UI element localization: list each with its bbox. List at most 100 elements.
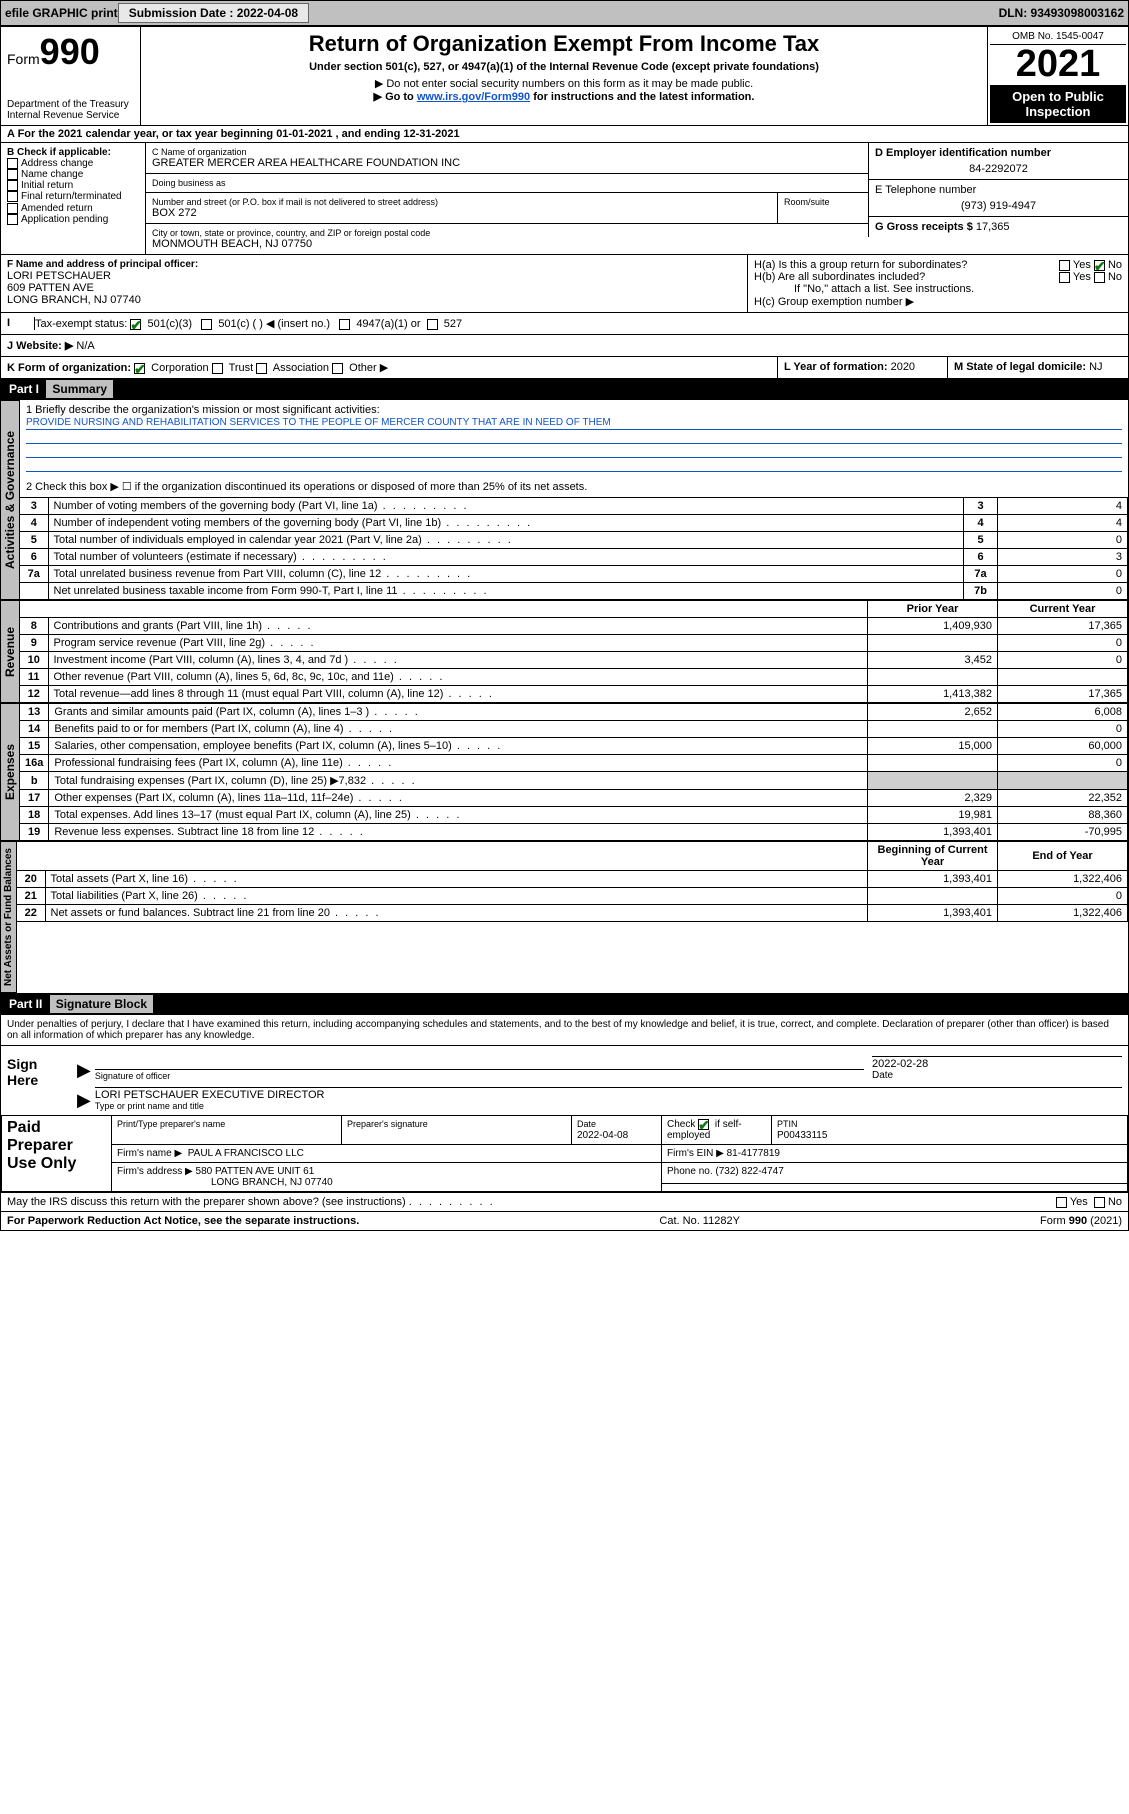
ck-final-return[interactable]: Final return/terminated bbox=[21, 192, 122, 203]
city-label: City or town, state or province, country… bbox=[152, 228, 862, 238]
section-b: B Check if applicable: Address change Na… bbox=[1, 143, 146, 254]
section-i: I Tax-exempt status: 501(c)(3) 501(c) ( … bbox=[1, 312, 1128, 334]
table-row: Net unrelated business taxable income fr… bbox=[20, 583, 1128, 600]
signature-line[interactable]: Signature of officer bbox=[95, 1069, 864, 1081]
hb-no[interactable]: No bbox=[1108, 271, 1122, 283]
discuss-yes[interactable]: Yes bbox=[1070, 1196, 1088, 1208]
opt-assoc[interactable]: Association bbox=[273, 362, 329, 374]
prep-ptin-col: PTIN P00433115 bbox=[772, 1116, 1128, 1145]
c-name-label: C Name of organization bbox=[152, 147, 862, 157]
open-to-public: Open to Public Inspection bbox=[990, 85, 1126, 123]
firm-addr-cell: Firm's address ▶ 580 PATTEN AVE UNIT 61 … bbox=[112, 1163, 662, 1192]
discuss-question: May the IRS discuss this return with the… bbox=[7, 1196, 406, 1208]
ck-corp[interactable] bbox=[134, 363, 145, 374]
table-row: 8 Contributions and grants (Part VIII, l… bbox=[20, 618, 1128, 635]
table-row: 15 Salaries, other compensation, employe… bbox=[20, 738, 1128, 755]
sign-here-label: Sign Here bbox=[1, 1046, 71, 1115]
side-expenses: Expenses bbox=[1, 703, 20, 841]
ck-amended[interactable]: Amended return bbox=[21, 203, 93, 214]
ck-self-employed[interactable] bbox=[698, 1119, 709, 1130]
page-footer: For Paperwork Reduction Act Notice, see … bbox=[1, 1211, 1128, 1230]
form-header: Form990 Department of the Treasury Inter… bbox=[1, 27, 1128, 125]
hc-label: H(c) Group exemption number ▶ bbox=[754, 295, 1122, 308]
k-label: K Form of organization: bbox=[7, 362, 131, 374]
part2-title: Signature Block bbox=[50, 995, 153, 1013]
ha-row: H(a) Is this a group return for subordin… bbox=[754, 259, 1122, 271]
side-netassets: Net Assets or Fund Balances bbox=[1, 841, 17, 993]
submission-date-btn[interactable]: Submission Date : 2022-04-08 bbox=[118, 3, 309, 23]
dln-label: DLN: 93493098003162 bbox=[999, 6, 1124, 20]
ck-name-change[interactable]: Name change bbox=[21, 169, 83, 180]
table-row: 13 Grants and similar amounts paid (Part… bbox=[20, 704, 1128, 721]
gross-value: 17,365 bbox=[976, 221, 1010, 233]
m-label: M State of legal domicile: bbox=[954, 361, 1086, 373]
ck-app-pending[interactable]: Application pending bbox=[21, 214, 108, 225]
firm-addr1: 580 PATTEN AVE UNIT 61 bbox=[196, 1166, 315, 1177]
table-row: 3 Number of voting members of the govern… bbox=[20, 498, 1128, 515]
form-title: Return of Organization Exempt From Incom… bbox=[149, 31, 979, 57]
firm-ein-cell: Firm's EIN ▶ 81-4177819 bbox=[662, 1145, 1128, 1163]
table-row: 7a Total unrelated business revenue from… bbox=[20, 566, 1128, 583]
name-title-line: LORI PETSCHAUER EXECUTIVE DIRECTOR Type … bbox=[95, 1087, 1122, 1111]
ha-yes[interactable]: Yes bbox=[1073, 259, 1091, 271]
ck-address-change[interactable]: Address change bbox=[21, 158, 93, 169]
ck-initial-return[interactable]: Initial return bbox=[21, 180, 73, 191]
table-row: 12 Total revenue—add lines 8 through 11 … bbox=[20, 686, 1128, 703]
opt-corp: Corporation bbox=[151, 362, 208, 374]
l-label: L Year of formation: bbox=[784, 361, 888, 373]
part1-header: Part I Summary bbox=[1, 378, 1128, 400]
irs-form990-link[interactable]: www.irs.gov/Form990 bbox=[417, 91, 530, 103]
col-current: Current Year bbox=[998, 601, 1128, 618]
expenses-table: 13 Grants and similar amounts paid (Part… bbox=[20, 703, 1128, 841]
ck-501c3[interactable] bbox=[130, 319, 141, 330]
org-name: GREATER MERCER AREA HEALTHCARE FOUNDATIO… bbox=[152, 157, 862, 169]
opt-other[interactable]: Other ▶ bbox=[349, 362, 388, 374]
ptin-value: P00433115 bbox=[777, 1130, 827, 1141]
form-subtitle: Under section 501(c), 527, or 4947(a)(1)… bbox=[149, 61, 979, 73]
b-heading: B Check if applicable: bbox=[7, 147, 139, 158]
firm-name-cell: Firm's name ▶ PAUL A FRANCISCO LLC bbox=[112, 1145, 662, 1163]
col-end: End of Year bbox=[998, 842, 1128, 871]
table-row: 21 Total liabilities (Part X, line 26) 0 bbox=[17, 888, 1128, 905]
table-row: 6 Total number of volunteers (estimate i… bbox=[20, 549, 1128, 566]
info-block-bcd: B Check if applicable: Address change Na… bbox=[1, 143, 1128, 254]
sign-here-block: Sign Here ▶ Signature of officer 2022-02… bbox=[1, 1045, 1128, 1115]
hb-note: If "No," attach a list. See instructions… bbox=[754, 283, 1122, 295]
firm-addr2: LONG BRANCH, NJ 07740 bbox=[117, 1177, 333, 1188]
part2-header: Part II Signature Block bbox=[1, 993, 1128, 1015]
sign-date: 2022-02-28 Date bbox=[872, 1056, 1122, 1081]
table-row: 10 Investment income (Part VIII, column … bbox=[20, 652, 1128, 669]
opt-527[interactable]: 527 bbox=[444, 318, 462, 330]
section-j: J Website: ▶ N/A bbox=[1, 334, 1128, 356]
governance-table: 3 Number of voting members of the govern… bbox=[20, 497, 1128, 600]
city-value: MONMOUTH BEACH, NJ 07750 bbox=[152, 238, 862, 250]
discuss-no[interactable]: No bbox=[1108, 1196, 1122, 1208]
hb-yes[interactable]: Yes bbox=[1073, 271, 1091, 283]
form-990-page: Form990 Department of the Treasury Inter… bbox=[0, 26, 1129, 1231]
col-prior: Prior Year bbox=[868, 601, 998, 618]
opt-501c[interactable]: 501(c) ( ) ◀ (insert no.) bbox=[218, 318, 330, 330]
opt-trust[interactable]: Trust bbox=[229, 362, 254, 374]
street-label: Number and street (or P.O. box if mail i… bbox=[152, 197, 771, 207]
tax-year: 2021 bbox=[990, 45, 1126, 83]
ha-no[interactable]: No bbox=[1108, 259, 1122, 271]
street-value: BOX 272 bbox=[152, 207, 771, 219]
firm-name: PAUL A FRANCISCO LLC bbox=[188, 1148, 304, 1159]
website-value: N/A bbox=[76, 340, 94, 352]
room-label: Room/suite bbox=[784, 197, 862, 207]
table-row: 17 Other expenses (Part IX, column (A), … bbox=[20, 790, 1128, 807]
website-label: J Website: ▶ bbox=[7, 340, 73, 352]
discuss-row: May the IRS discuss this return with the… bbox=[1, 1192, 1128, 1211]
arrow-icon: ▶ bbox=[77, 1060, 91, 1081]
opt-4947[interactable]: 4947(a)(1) or bbox=[356, 318, 420, 330]
firm-phone: (732) 822-4747 bbox=[715, 1166, 783, 1177]
firm-ein: 81-4177819 bbox=[727, 1148, 780, 1159]
tax-exempt-label: Tax-exempt status: bbox=[35, 318, 127, 330]
form-prefix: Form bbox=[7, 51, 40, 67]
tel-label: E Telephone number bbox=[875, 184, 1122, 196]
table-row: 16a Professional fundraising fees (Part … bbox=[20, 755, 1128, 772]
cat-no: Cat. No. 11282Y bbox=[659, 1215, 740, 1227]
ssn-note: ▶ Do not enter social security numbers o… bbox=[149, 77, 979, 90]
table-row: 4 Number of independent voting members o… bbox=[20, 515, 1128, 532]
efile-label: efile GRAPHIC print bbox=[5, 6, 118, 20]
